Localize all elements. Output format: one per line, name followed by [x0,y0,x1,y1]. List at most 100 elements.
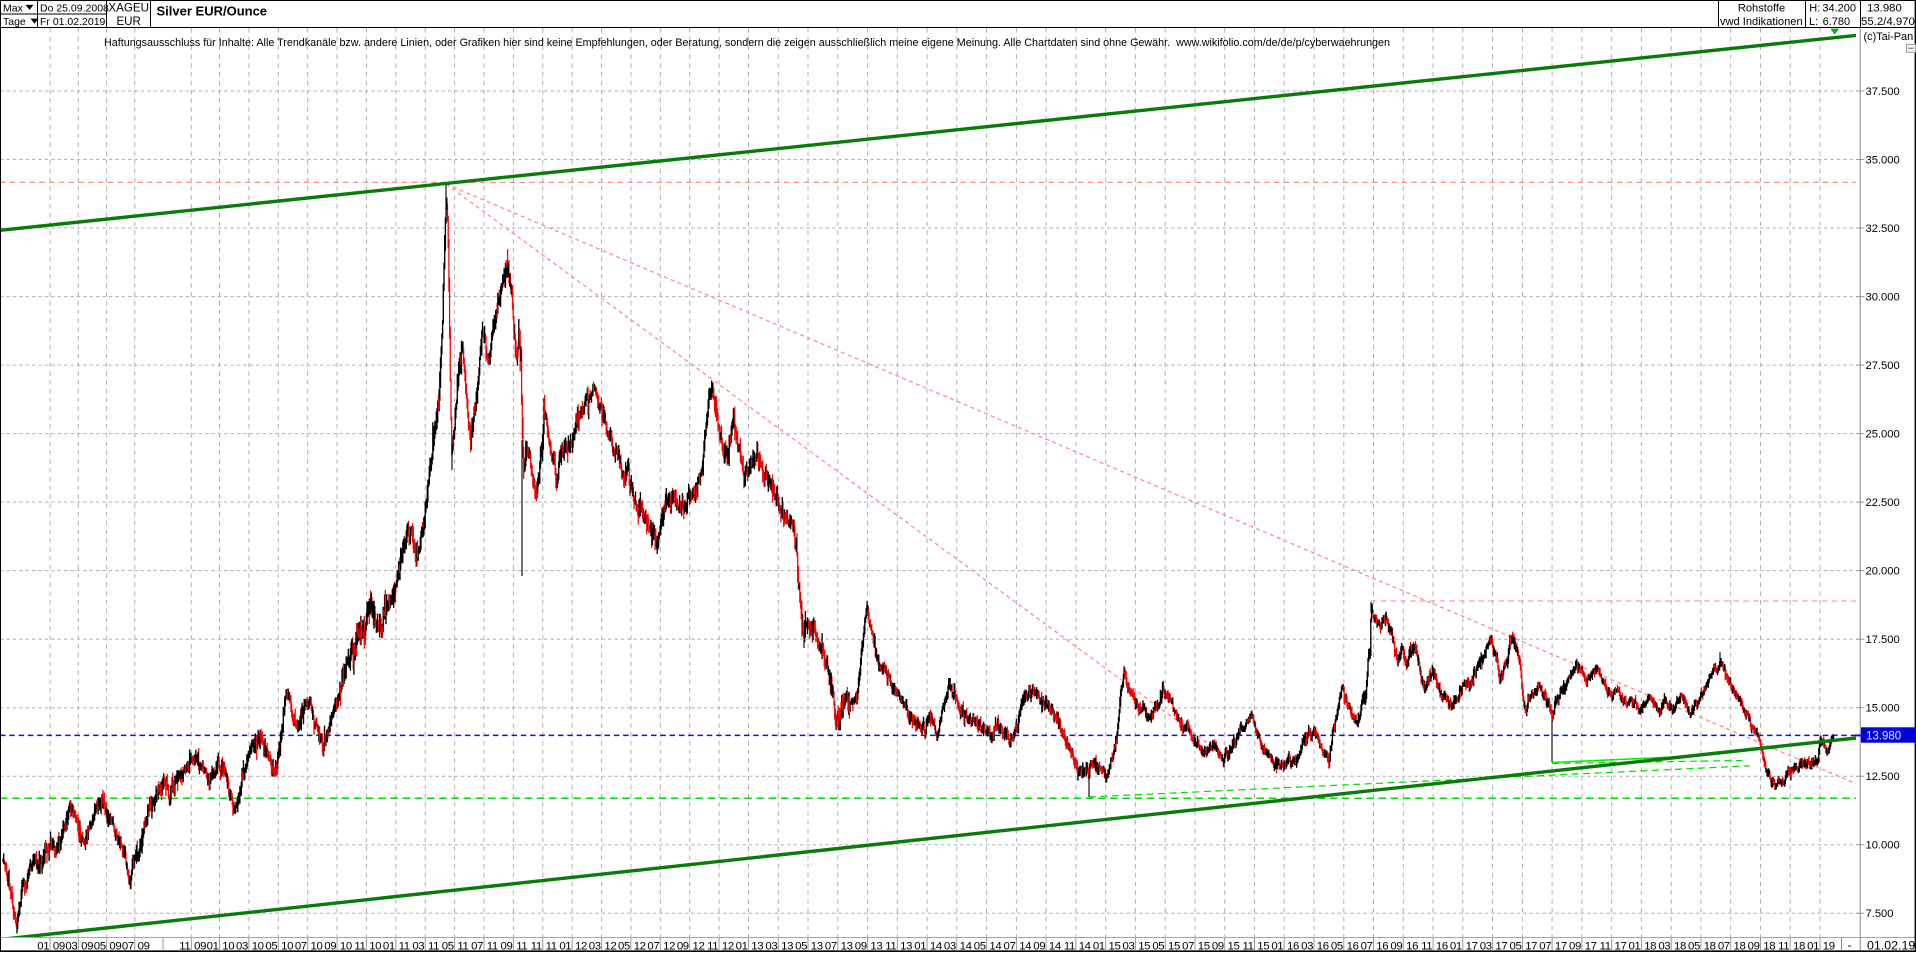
svg-text:18: 18 [1674,940,1686,952]
svg-text:15: 15 [1257,940,1269,952]
svg-text:14: 14 [1049,940,1061,952]
svg-text:11: 11 [399,940,410,952]
svg-text:25.000: 25.000 [1866,429,1900,441]
svg-text:05: 05 [974,940,986,952]
svg-text:11: 11 [1600,940,1611,952]
svg-text:15: 15 [1168,940,1180,952]
svg-text:17: 17 [1615,940,1627,952]
svg-text:13: 13 [900,940,912,952]
svg-text:13.980: 13.980 [1866,731,1901,743]
svg-text:01: 01 [1093,940,1105,952]
svg-text:13.980: 13.980 [1867,2,1902,14]
svg-text:07: 07 [1718,940,1730,952]
svg-text:Silver EUR/Ounce: Silver EUR/Ounce [157,4,268,19]
svg-text:10: 10 [222,940,234,952]
svg-text:09: 09 [1212,940,1224,952]
svg-text:07: 07 [122,940,134,952]
svg-text:16: 16 [1317,940,1329,952]
svg-text:01: 01 [736,940,748,952]
svg-text:Do 25.09.2008: Do 25.09.2008 [40,2,109,14]
svg-text:09: 09 [1569,940,1581,952]
svg-text:16: 16 [1376,940,1388,952]
svg-text:11: 11 [546,940,557,952]
svg-text:11: 11 [1242,940,1253,952]
svg-text:11: 11 [1064,940,1075,952]
svg-text:EUR: EUR [116,15,140,28]
svg-text:09: 09 [109,940,121,952]
svg-text:14: 14 [989,940,1001,952]
svg-text:09: 09 [1390,940,1402,952]
svg-text:16: 16 [1436,940,1448,952]
svg-text:37.500: 37.500 [1866,86,1900,98]
svg-text:10: 10 [252,940,264,952]
svg-text:07: 07 [471,940,483,952]
svg-text:16: 16 [1287,940,1299,952]
svg-text:18: 18 [1793,940,1805,952]
svg-text:12: 12 [693,940,705,952]
svg-text:11: 11 [1421,940,1432,952]
svg-text:15: 15 [1228,940,1240,952]
svg-text:13: 13 [811,940,823,952]
svg-text:03: 03 [765,940,777,952]
svg-text:03: 03 [1123,940,1135,952]
svg-text:13: 13 [841,940,853,952]
svg-text:01: 01 [1271,940,1283,952]
svg-text:07: 07 [1182,940,1194,952]
svg-text:11: 11 [457,940,468,952]
svg-text:Max: Max [3,2,24,14]
svg-text:01: 01 [383,940,395,952]
svg-text:03: 03 [944,940,956,952]
svg-text:XAGEU: XAGEU [108,1,149,14]
svg-text:17: 17 [1525,940,1537,952]
svg-text:05: 05 [1152,940,1164,952]
svg-text:12: 12 [663,940,675,952]
svg-text:L: 6.780: L: 6.780 [1809,16,1850,28]
svg-text:14: 14 [1079,940,1091,952]
svg-text:05: 05 [265,940,277,952]
svg-text:03: 03 [589,940,601,952]
svg-text:09: 09 [1033,940,1045,952]
svg-text:13: 13 [870,940,882,952]
svg-text:01: 01 [1629,940,1641,952]
svg-text:15: 15 [1138,940,1150,952]
svg-text:18: 18 [1644,940,1656,952]
svg-text:11: 11 [707,940,718,952]
svg-text:7.500: 7.500 [1866,908,1894,920]
svg-text:09: 09 [324,940,336,952]
svg-text:19: 19 [1823,940,1835,952]
svg-text:03: 03 [1301,940,1313,952]
svg-text:17: 17 [1555,940,1567,952]
svg-text:09: 09 [138,940,150,952]
svg-text:18: 18 [1704,940,1716,952]
svg-text:07: 07 [1361,940,1373,952]
svg-text:12: 12 [722,940,734,952]
svg-text:10.000: 10.000 [1866,840,1900,852]
svg-text:14: 14 [930,940,942,952]
svg-text:05: 05 [94,940,106,952]
svg-text:16: 16 [1347,940,1359,952]
svg-text:01: 01 [559,940,571,952]
svg-text:11: 11 [516,940,527,952]
svg-text:14: 14 [1019,940,1031,952]
svg-text:13: 13 [751,940,763,952]
svg-text:-: - [1848,938,1852,952]
svg-text:11: 11 [1778,940,1789,952]
svg-text:11: 11 [885,940,896,952]
svg-text:15: 15 [1198,940,1210,952]
svg-text:05: 05 [1688,940,1700,952]
svg-text:09: 09 [501,940,513,952]
svg-text:01.02.19: 01.02.19 [1867,938,1915,952]
svg-text:55.2/4.970: 55.2/4.970 [1861,16,1915,28]
svg-text:01: 01 [207,940,219,952]
svg-text:09: 09 [855,940,867,952]
svg-text:12: 12 [634,940,646,952]
svg-text:07: 07 [295,940,307,952]
svg-text:12: 12 [575,940,587,952]
svg-text:10: 10 [340,940,352,952]
svg-text:05: 05 [442,940,454,952]
svg-text:14: 14 [960,940,972,952]
svg-text:15.000: 15.000 [1866,703,1900,715]
svg-text:H: 34.200: H: 34.200 [1809,2,1856,14]
svg-text:Tage: Tage [3,16,26,28]
svg-text:07: 07 [1539,940,1551,952]
